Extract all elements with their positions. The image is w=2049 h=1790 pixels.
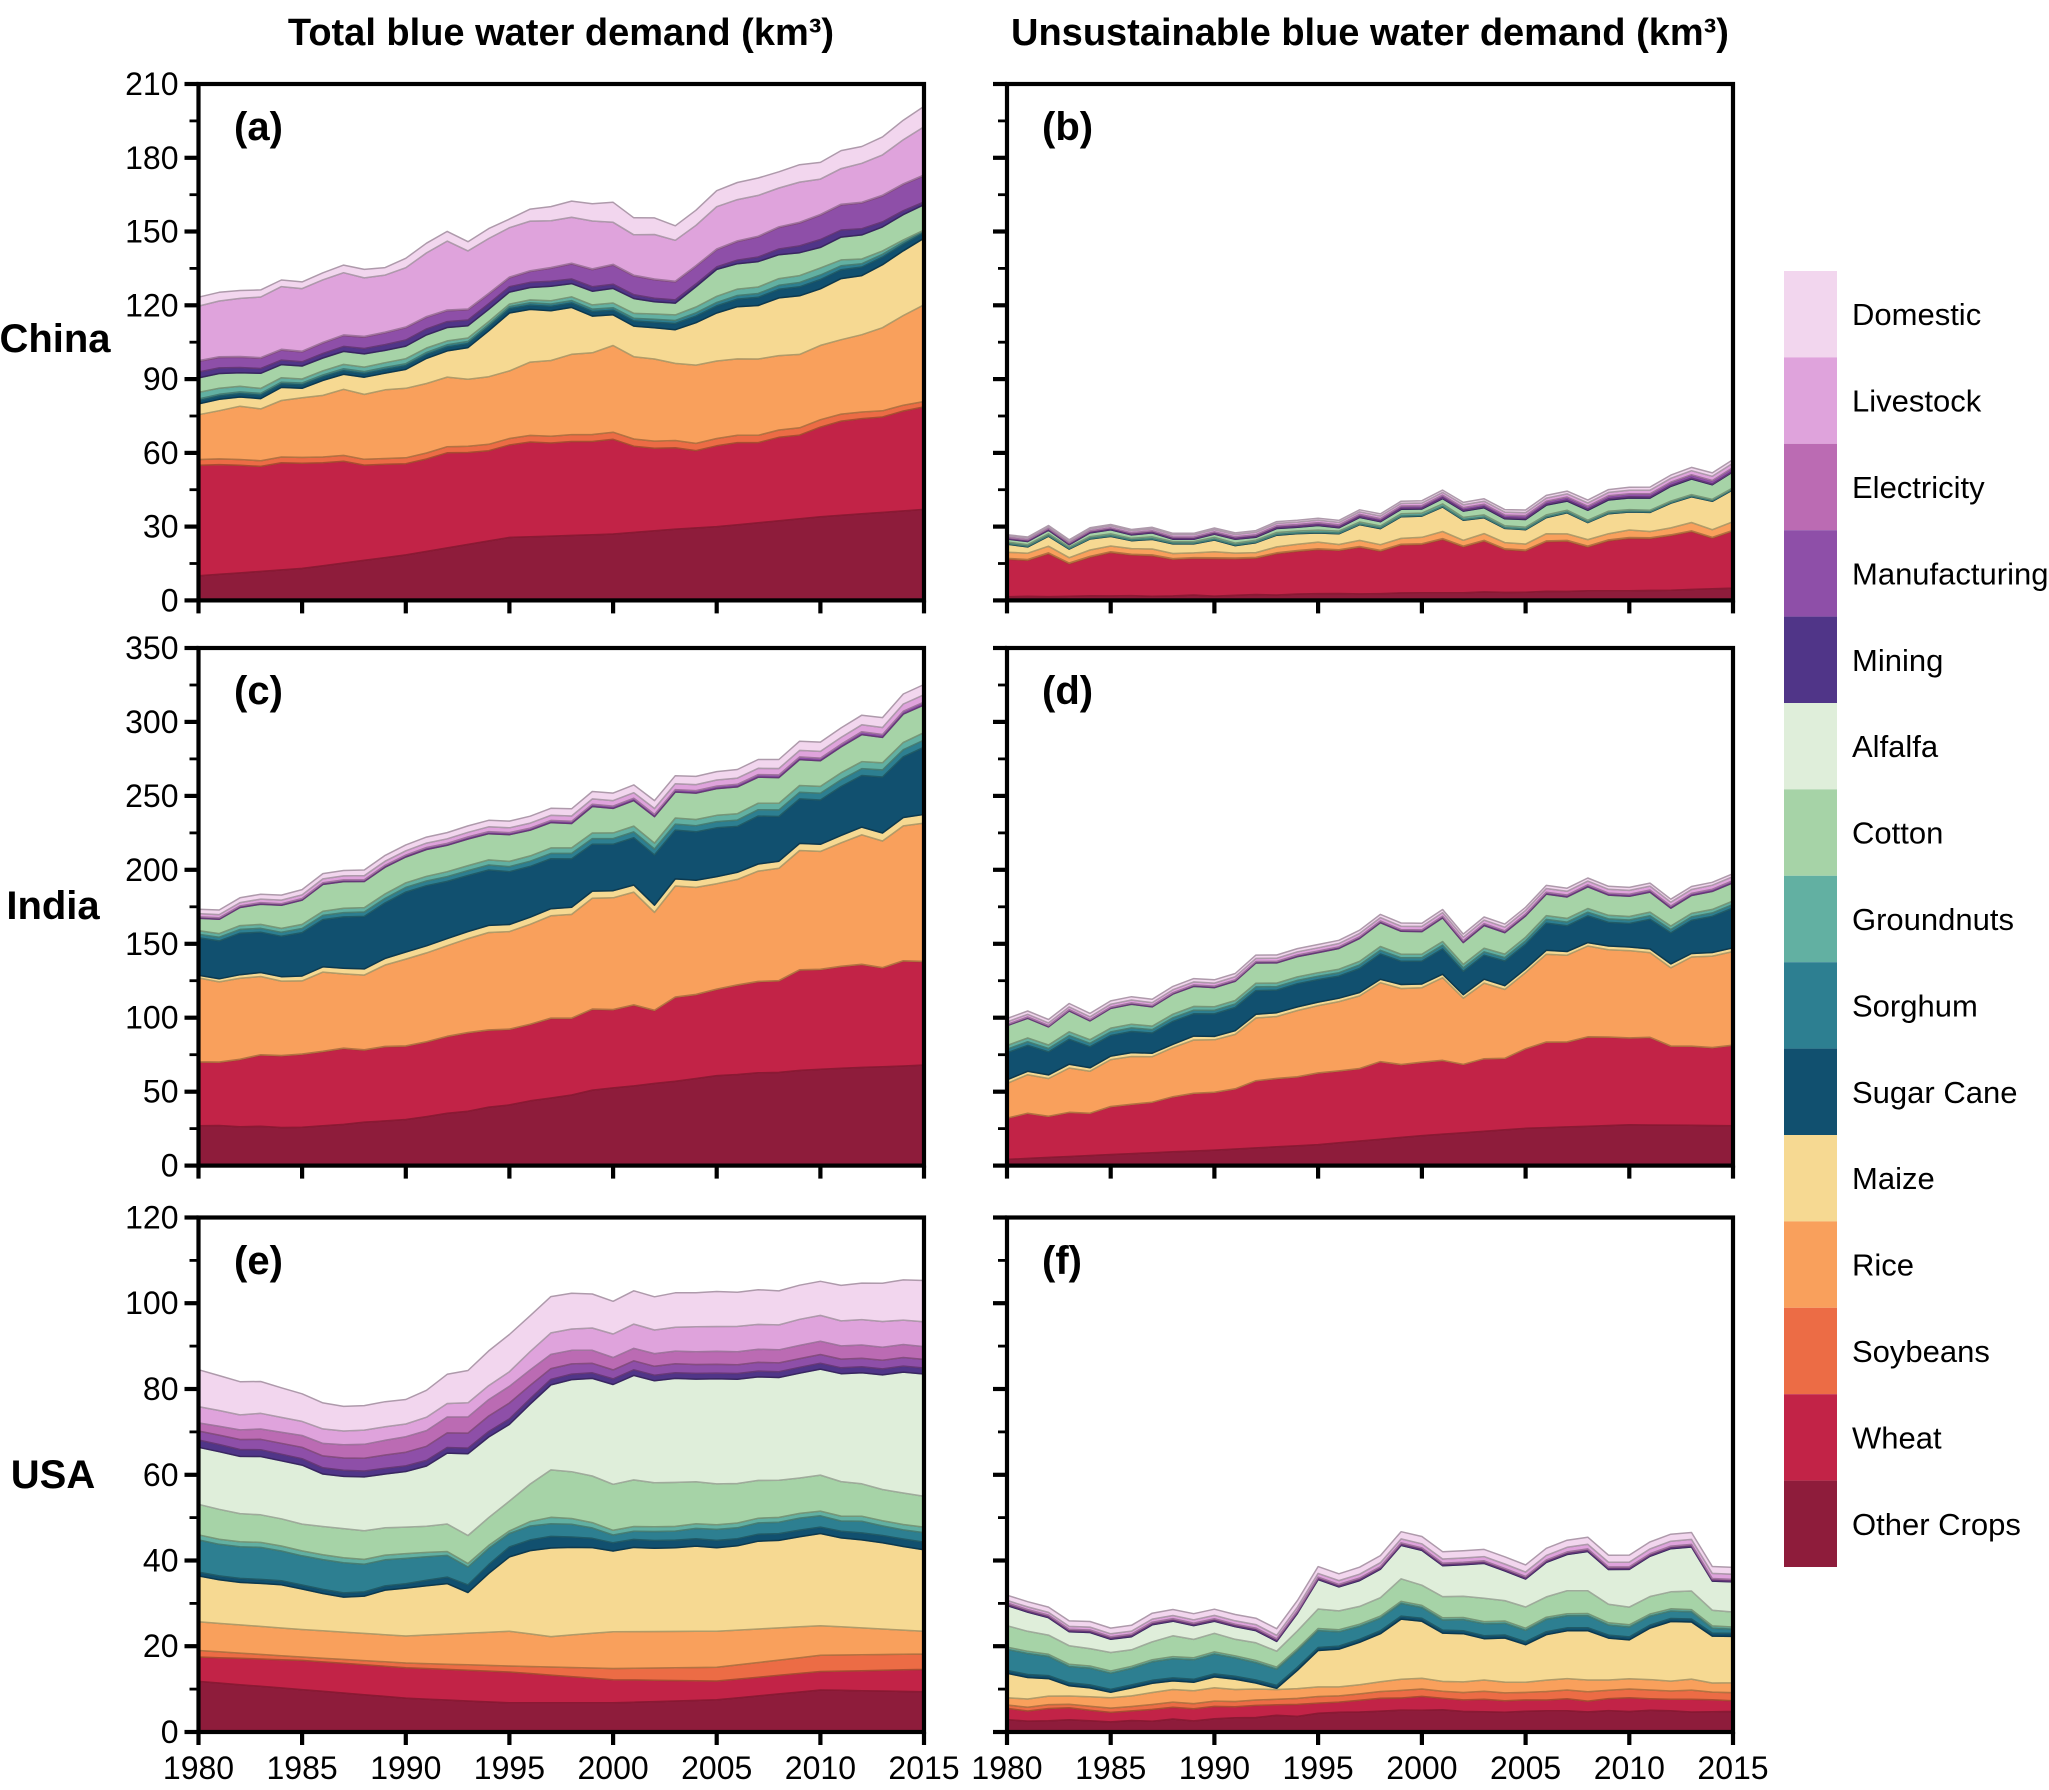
svg-text:50: 50 <box>143 1074 179 1110</box>
svg-text:1995: 1995 <box>474 1750 545 1786</box>
svg-text:1985: 1985 <box>1075 1750 1146 1786</box>
svg-text:1990: 1990 <box>1179 1750 1250 1786</box>
svg-text:Manufacturing: Manufacturing <box>1852 556 2048 591</box>
svg-text:150: 150 <box>125 926 178 962</box>
svg-text:1985: 1985 <box>267 1750 338 1786</box>
svg-text:210: 210 <box>125 66 178 102</box>
svg-text:Groundnuts: Groundnuts <box>1852 902 2014 937</box>
svg-text:Maize: Maize <box>1852 1161 1935 1196</box>
svg-text:2000: 2000 <box>578 1750 649 1786</box>
svg-text:India: India <box>6 884 100 928</box>
svg-text:80: 80 <box>143 1371 179 1407</box>
svg-text:2005: 2005 <box>681 1750 752 1786</box>
svg-text:Rice: Rice <box>1852 1248 1914 1283</box>
svg-text:0: 0 <box>161 582 179 618</box>
svg-text:30: 30 <box>143 509 179 545</box>
svg-text:350: 350 <box>125 630 178 666</box>
svg-text:(c): (c) <box>234 669 283 713</box>
svg-text:Soybeans: Soybeans <box>1852 1334 1990 1369</box>
svg-text:100: 100 <box>125 1000 178 1036</box>
svg-text:(d): (d) <box>1042 669 1093 713</box>
svg-text:Wheat: Wheat <box>1852 1420 1942 1455</box>
svg-text:90: 90 <box>143 361 179 397</box>
svg-text:Livestock: Livestock <box>1852 384 1982 419</box>
svg-text:Alfalfa: Alfalfa <box>1852 729 1939 764</box>
svg-text:1980: 1980 <box>163 1750 234 1786</box>
svg-text:120: 120 <box>125 287 178 323</box>
svg-text:20: 20 <box>143 1628 179 1664</box>
svg-text:2015: 2015 <box>1697 1750 1768 1786</box>
svg-text:2010: 2010 <box>785 1750 856 1786</box>
svg-text:150: 150 <box>125 214 178 250</box>
svg-text:2005: 2005 <box>1490 1750 1561 1786</box>
svg-text:2000: 2000 <box>1386 1750 1457 1786</box>
svg-text:Domestic: Domestic <box>1852 297 1981 332</box>
svg-text:100: 100 <box>125 1285 178 1321</box>
svg-text:Sugar Cane: Sugar Cane <box>1852 1075 2017 1110</box>
svg-text:0: 0 <box>161 1714 179 1750</box>
svg-text:(b): (b) <box>1042 105 1093 149</box>
svg-text:2010: 2010 <box>1594 1750 1665 1786</box>
svg-text:China: China <box>0 317 111 361</box>
svg-text:Mining: Mining <box>1852 643 1943 678</box>
svg-text:USA: USA <box>11 1453 95 1497</box>
svg-text:120: 120 <box>125 1200 178 1236</box>
svg-text:Electricity: Electricity <box>1852 470 1985 505</box>
svg-text:60: 60 <box>143 435 179 471</box>
svg-text:Other Crops: Other Crops <box>1852 1507 2021 1542</box>
svg-text:(f): (f) <box>1042 1239 1082 1283</box>
svg-text:0: 0 <box>161 1148 179 1184</box>
svg-text:1995: 1995 <box>1283 1750 1354 1786</box>
svg-text:1990: 1990 <box>370 1750 441 1786</box>
svg-text:Total blue water demand (km³): Total blue water demand (km³) <box>288 12 834 54</box>
svg-text:300: 300 <box>125 704 178 740</box>
svg-text:(a): (a) <box>234 105 283 149</box>
svg-text:Cotton: Cotton <box>1852 816 1943 851</box>
svg-text:200: 200 <box>125 852 178 888</box>
svg-text:180: 180 <box>125 140 178 176</box>
svg-text:60: 60 <box>143 1457 179 1493</box>
svg-text:40: 40 <box>143 1543 179 1579</box>
svg-text:250: 250 <box>125 778 178 814</box>
svg-text:Sorghum: Sorghum <box>1852 988 1978 1023</box>
svg-text:1980: 1980 <box>971 1750 1042 1786</box>
svg-text:Unsustainable blue water deman: Unsustainable blue water demand (km³) <box>1011 12 1729 54</box>
svg-text:(e): (e) <box>234 1239 283 1283</box>
svg-text:2015: 2015 <box>888 1750 959 1786</box>
